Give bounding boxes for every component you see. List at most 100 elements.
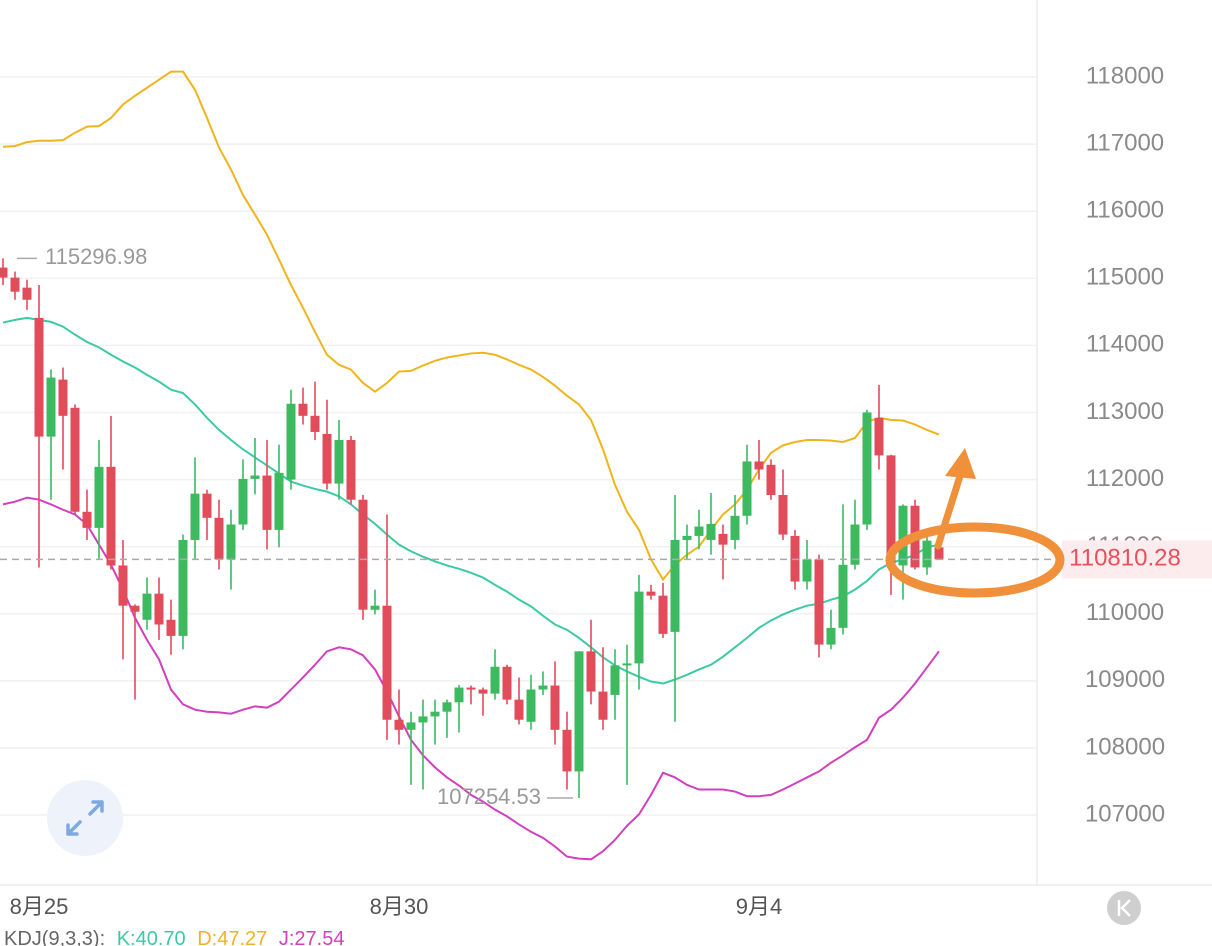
candle-body <box>682 535 692 540</box>
annotation-arrow-head <box>945 448 976 479</box>
expand-button-bg[interactable] <box>47 780 123 856</box>
bands <box>2 70 940 861</box>
candle-body <box>598 691 608 720</box>
candle-body <box>10 277 20 292</box>
candle-body <box>166 619 176 636</box>
band-line <box>2 70 940 582</box>
candle-body <box>670 539 680 632</box>
candle-body <box>418 716 428 723</box>
highlight-ellipse <box>885 522 1065 598</box>
candle-body <box>46 377 56 437</box>
candle-body <box>358 499 368 610</box>
annotation-arrow <box>934 472 964 550</box>
candle-body <box>802 559 812 582</box>
collapse-button-bg[interactable] <box>1107 891 1141 925</box>
y-tick-label: 108000 <box>1085 733 1165 760</box>
candle-body <box>502 666 512 700</box>
candle-body <box>142 593 152 620</box>
price-tag <box>1062 540 1212 579</box>
candle-body <box>82 511 92 528</box>
candle-body <box>514 699 524 720</box>
candle-body <box>454 687 464 703</box>
candle-body <box>838 564 848 628</box>
collapse-icon <box>1117 899 1131 917</box>
candle-body <box>406 722 416 730</box>
y-tick-label: 117000 <box>1086 129 1164 156</box>
y-tick-label: 115000 <box>1086 264 1164 291</box>
candle-body <box>382 605 392 720</box>
candle-body <box>694 526 704 536</box>
candle-body <box>370 605 380 610</box>
candle-body <box>274 472 284 530</box>
candle-body <box>22 287 32 300</box>
indicator-label: KDJ(9,3,3): K:40.70 D:47.27 J:27.54 <box>4 928 344 946</box>
candle-body <box>934 547 944 560</box>
candle-body <box>850 524 860 565</box>
candle-body <box>262 475 272 530</box>
candle-body <box>118 565 128 606</box>
candle-body <box>634 591 644 664</box>
candle-body <box>730 515 740 540</box>
y-tick-label: 112000 <box>1086 465 1164 492</box>
y-tick-label: 110000 <box>1086 599 1164 626</box>
collapse-button[interactable] <box>1107 891 1141 925</box>
candle-body <box>706 523 716 540</box>
indicator-k: K:40.70 <box>117 928 186 946</box>
candle-body <box>238 478 248 525</box>
candle-body <box>214 517 224 560</box>
candle-body <box>610 665 620 695</box>
candle-body <box>298 403 308 416</box>
candle-body <box>826 627 836 645</box>
candle-body <box>550 685 560 730</box>
y-tick-label: 113000 <box>1086 398 1164 425</box>
candle-body <box>862 412 872 525</box>
candle-body <box>658 595 668 634</box>
expand-button[interactable] <box>47 780 123 856</box>
candle-body <box>778 494 788 535</box>
candle-body <box>562 729 572 772</box>
candle-body <box>586 651 596 692</box>
candle-body <box>622 663 632 666</box>
candle-body <box>250 475 260 479</box>
candle-body <box>58 379 68 416</box>
band-line <box>2 316 940 685</box>
price-label: 110810.28 <box>1069 545 1181 572</box>
candle-body <box>478 689 488 694</box>
candle-body <box>442 702 452 712</box>
y-tick-label: 118000 <box>1086 62 1164 89</box>
band-line <box>2 496 940 861</box>
indicator-title: KDJ(9,3,3): <box>4 928 105 946</box>
candle-body <box>94 466 104 528</box>
candle-body <box>346 439 356 500</box>
y-tick-label: 114000 <box>1086 331 1164 358</box>
candle-body <box>394 719 404 730</box>
candle-body <box>898 505 908 566</box>
candle-body <box>742 461 752 516</box>
indicator-j: J:27.54 <box>279 928 345 946</box>
candle-body <box>814 559 824 645</box>
candle-body <box>490 666 500 694</box>
y-tick-label: 109000 <box>1085 666 1165 693</box>
candle-body <box>646 591 656 596</box>
candle-body <box>70 407 80 512</box>
candle-body <box>286 403 296 480</box>
candle-body <box>766 464 776 495</box>
candle-body <box>154 593 164 625</box>
candle-body <box>0 267 8 278</box>
high-label: 115296.98 <box>45 244 147 269</box>
candle-body <box>310 415 320 432</box>
candle-body <box>466 687 476 690</box>
candle-body <box>334 439 344 484</box>
candle-body <box>538 685 548 690</box>
candle-body <box>202 493 212 518</box>
candle-body <box>322 433 332 484</box>
candle-body <box>874 417 884 456</box>
candle-body <box>106 466 116 566</box>
candle-body <box>130 605 140 612</box>
candle-body <box>526 689 536 722</box>
labels: 1070001080001090001100001110001120001130… <box>0 62 1212 919</box>
candle-body <box>226 524 236 560</box>
candle-body <box>430 711 440 717</box>
candle-body <box>886 455 896 566</box>
